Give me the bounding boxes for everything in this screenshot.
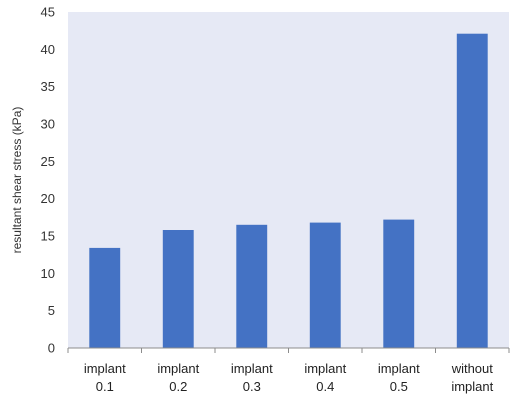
bar-2	[163, 230, 194, 348]
y-tick-label: 5	[48, 303, 55, 318]
y-tick-label: 25	[41, 154, 55, 169]
y-tick-label: 20	[41, 191, 55, 206]
x-axis-category-labels: implant 0.1 implant 0.2 implant 0.3 implant 0.4…	[84, 361, 494, 394]
x-tick-label-1: implant 0.1	[84, 361, 126, 394]
y-axis-tick-labels: 0 5 10 15 20 25 30 35 40 45	[41, 5, 55, 356]
bar-3	[236, 225, 267, 348]
x-tick-label-4: implant 0.4	[304, 361, 346, 394]
x-tick-label-6: without implant	[451, 361, 494, 394]
y-tick-label: 30	[41, 117, 55, 132]
y-tick-label: 10	[41, 266, 55, 281]
y-tick-label: 45	[41, 5, 55, 20]
bar-6	[457, 34, 488, 348]
x-tick-label-5: implant 0.5	[378, 361, 420, 394]
x-tick-label-2: implant 0.2	[157, 361, 199, 394]
y-tick-label: 0	[48, 341, 55, 356]
y-tick-label: 40	[41, 42, 55, 57]
y-axis-title: resultant shear stress (kPa)	[10, 107, 24, 254]
x-axis-ticks	[68, 348, 509, 353]
bar-1	[89, 248, 120, 348]
plot-area	[68, 12, 509, 348]
y-tick-label: 35	[41, 79, 55, 94]
y-tick-label: 15	[41, 229, 55, 244]
bar-4	[310, 223, 341, 348]
bar-5	[383, 220, 414, 348]
x-tick-label-3: implant 0.3	[231, 361, 273, 394]
